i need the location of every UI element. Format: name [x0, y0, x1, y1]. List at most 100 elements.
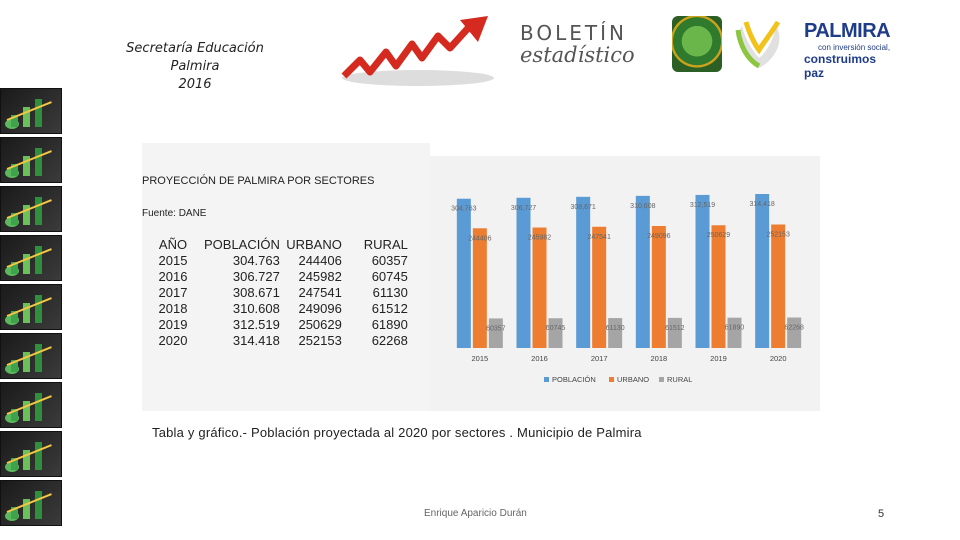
- slide-thumbnail[interactable]: [0, 88, 62, 134]
- table-cell: 2020: [158, 332, 188, 348]
- chart-panel: [430, 156, 820, 411]
- bar-rural-2019: [727, 317, 742, 348]
- x-tick-label: 2020: [770, 354, 787, 363]
- data-label: 61130: [606, 325, 625, 332]
- data-label: 308,671: [571, 204, 596, 211]
- legend-label: URBANO: [617, 375, 649, 384]
- table-row: 2018 310.608 249096 61512: [142, 300, 408, 316]
- table-cell: 61890: [371, 316, 408, 332]
- data-label: 245982: [528, 235, 551, 242]
- table-header-row: AÑO POBLACIÓN URBANO RURAL: [142, 236, 408, 252]
- data-label: 60745: [546, 325, 566, 332]
- table-cell: 60357: [371, 252, 408, 268]
- data-label: 250629: [707, 232, 730, 239]
- slide-thumbnail[interactable]: [0, 382, 62, 428]
- bar-urbano-2018: [651, 225, 666, 348]
- legend-swatch: [609, 377, 614, 382]
- slide-thumbnail[interactable]: [0, 235, 62, 281]
- boletin-logo: BOLETÍN estadístico: [520, 22, 640, 66]
- x-tick-label: 2019: [710, 354, 727, 363]
- table-row: 2020 314.418 252153 62268: [142, 332, 408, 348]
- bar-población-2015: [456, 198, 471, 348]
- table-cell: 2015: [158, 252, 188, 268]
- x-tick-label: 2015: [471, 354, 488, 363]
- data-label: 314,418: [750, 201, 775, 208]
- table-cell: 308.671: [232, 284, 280, 300]
- bar-rural-2015: [488, 318, 503, 348]
- legend-label: RURAL: [667, 375, 692, 384]
- figure-caption: Tabla y gráfico.- Población proyectada a…: [152, 425, 642, 440]
- table-row: 2016 306.727 245982 60745: [142, 268, 408, 284]
- table-row: 2017 308.671 247541 61130: [142, 284, 408, 300]
- table-header: URBANO: [286, 236, 342, 252]
- data-label: 60357: [486, 325, 506, 332]
- bar-población-2018: [635, 195, 650, 348]
- data-label: 249096: [647, 233, 670, 240]
- bar-rural-2017: [608, 318, 623, 348]
- table-cell: 247541: [298, 284, 342, 300]
- header-line-1: Secretaría Educación: [126, 41, 264, 56]
- data-label: 247541: [587, 234, 610, 241]
- table-cell: 310.608: [232, 300, 280, 316]
- legend-swatch: [659, 377, 664, 382]
- data-label: 61890: [725, 325, 745, 332]
- bar-rural-2020: [787, 317, 802, 348]
- table-cell: 2016: [158, 268, 188, 284]
- bar-urbano-2017: [592, 226, 607, 348]
- municipal-seal-icon: [672, 16, 722, 72]
- bar-población-2019: [695, 194, 710, 348]
- x-tick-label: 2018: [650, 354, 667, 363]
- table-cell: 244406: [298, 252, 342, 268]
- bar-urbano-2020: [771, 224, 786, 348]
- population-bar-chart: 304,763 244406 60357 2015 306,727 245982 60745…: [451, 194, 804, 384]
- table-cell: 60745: [371, 268, 408, 284]
- header-line-3: 2016: [178, 77, 212, 92]
- legend-label: POBLACIÓN: [552, 375, 596, 384]
- x-tick-label: 2016: [531, 354, 548, 363]
- slide-thumbnail[interactable]: [0, 480, 62, 526]
- data-label: 306,727: [511, 205, 536, 212]
- table-cell: 61512: [371, 300, 408, 316]
- population-table: AÑO POBLACIÓN URBANO RURAL 2015 304.763 …: [142, 236, 408, 348]
- slide-thumbnail[interactable]: [0, 186, 62, 232]
- bar-rural-2018: [667, 317, 682, 348]
- palmira-heart-icon: [735, 20, 781, 69]
- page-number: 5: [878, 508, 885, 520]
- legend-swatch: [544, 377, 549, 382]
- table-row: 2015 304.763 244406 60357: [142, 252, 408, 268]
- table-cell: 249096: [298, 300, 342, 316]
- sidebar-thumbnails: [0, 88, 62, 529]
- table-cell: 252153: [298, 332, 342, 348]
- header-line-2: Palmira: [170, 59, 220, 74]
- bar-urbano-2016: [532, 227, 547, 348]
- table-title: PROYECCIÓN DE PALMIRA POR SECTORES: [142, 175, 375, 187]
- table-cell: 250629: [298, 316, 342, 332]
- table-cell: 62268: [371, 332, 408, 348]
- palmira-slogan: construimos paz: [804, 52, 877, 80]
- slide-thumbnail[interactable]: [0, 137, 62, 183]
- bar-rural-2016: [548, 318, 563, 348]
- growth-arrow-icon: [341, 16, 494, 86]
- data-label: 310,608: [630, 203, 655, 210]
- table-cell: 245982: [298, 268, 342, 284]
- source-note: Fuente: DANE: [142, 208, 207, 219]
- palmira-title: PALMIRA: [804, 20, 891, 42]
- table-header: RURAL: [363, 236, 408, 252]
- table-panel: [142, 143, 430, 411]
- slide-thumbnail[interactable]: [0, 431, 62, 477]
- data-label: 312,519: [690, 202, 715, 209]
- table-cell: 314.418: [232, 332, 280, 348]
- boletin-title: BOLETÍN: [520, 21, 627, 45]
- header-institution: Secretaría Educación Palmira 2016: [110, 40, 280, 94]
- table-cell: 2017: [158, 284, 188, 300]
- data-label: 61512: [665, 325, 685, 332]
- palmira-logo: PALMIRA con inversión social, construimo…: [732, 16, 892, 80]
- table-cell: 304.763: [232, 252, 280, 268]
- slide-thumbnail[interactable]: [0, 284, 62, 330]
- bar-urbano-2019: [711, 225, 726, 348]
- bar-población-2020: [755, 194, 770, 348]
- data-label: 304,763: [451, 206, 476, 213]
- slide-thumbnail[interactable]: [0, 333, 62, 379]
- table-cell: 312.519: [232, 316, 280, 332]
- table-header: POBLACIÓN: [204, 236, 280, 252]
